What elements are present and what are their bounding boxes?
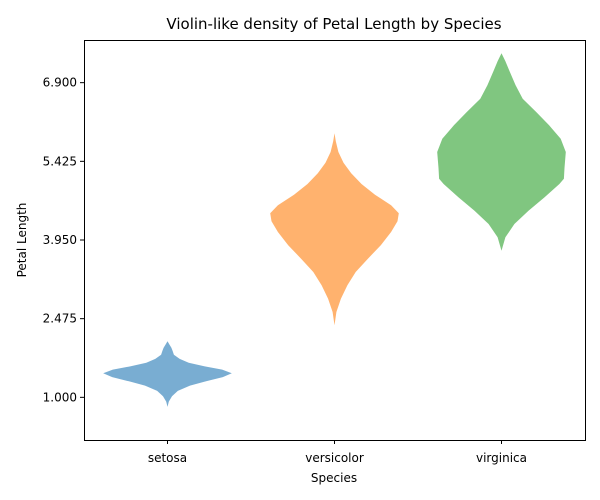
- violin-setosa: [103, 341, 232, 407]
- x-axis-label: Species: [311, 471, 357, 485]
- violin-versicolor: [270, 133, 399, 326]
- y-axis-label: Petal Length: [15, 203, 29, 278]
- y-tick-label: 6.900: [43, 76, 77, 90]
- violin-virginica: [437, 53, 566, 251]
- y-tick-label: 1.000: [43, 390, 77, 404]
- x-tick-label-setosa: setosa: [148, 451, 187, 465]
- chart-title: Violin-like density of Petal Length by S…: [166, 15, 501, 33]
- x-tick-label-versicolor: versicolor: [305, 451, 364, 465]
- y-tick-label: 3.950: [43, 233, 77, 247]
- y-axis-ticks: 1.000 2.475 3.950 5.425 6.900: [43, 76, 84, 404]
- y-tick-label: 5.425: [43, 154, 77, 168]
- x-axis-ticks: setosa versicolor virginica: [148, 440, 527, 465]
- y-tick-label: 2.475: [43, 312, 77, 326]
- violins-group: [103, 53, 566, 407]
- x-tick-label-virginica: virginica: [476, 451, 527, 465]
